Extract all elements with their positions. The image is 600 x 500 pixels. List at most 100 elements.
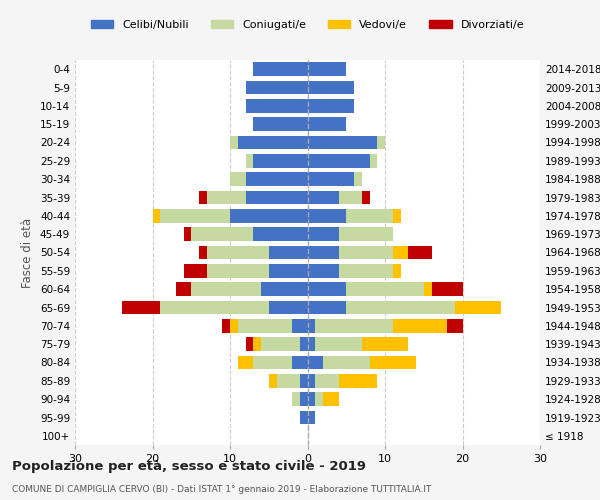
Bar [362,338,408,351]
Bar [292,392,300,406]
Bar [277,374,300,388]
Bar [455,300,501,314]
Bar [315,374,338,388]
Bar [269,300,308,314]
Bar [176,282,191,296]
Bar [300,410,308,424]
Bar [184,228,191,241]
Bar [377,136,385,149]
Bar [431,282,463,296]
Bar [393,319,447,332]
Bar [308,282,346,296]
Bar [354,172,362,186]
Bar [308,209,346,222]
Y-axis label: Fasce di età: Fasce di età [22,218,34,288]
Bar [121,300,160,314]
Bar [323,392,338,406]
Bar [261,338,300,351]
Bar [207,246,269,260]
Bar [238,136,308,149]
Bar [308,356,323,370]
Bar [308,392,315,406]
Bar [230,319,238,332]
Bar [199,246,207,260]
Bar [292,356,308,370]
Bar [370,356,416,370]
Bar [245,80,308,94]
Bar [308,246,338,260]
Bar [253,228,308,241]
Bar [393,246,408,260]
Bar [308,374,315,388]
Bar [308,410,315,424]
Bar [308,190,338,204]
Bar [338,264,393,278]
Bar [300,338,308,351]
Bar [300,392,308,406]
Bar [393,209,401,222]
Bar [230,136,238,149]
Bar [253,356,292,370]
Bar [393,264,401,278]
Bar [269,246,308,260]
Bar [323,356,370,370]
Bar [424,282,431,296]
Bar [292,319,308,332]
Bar [253,338,261,351]
Bar [308,264,338,278]
Text: COMUNE DI CAMPIGLIA CERVO (BI) - Dati ISTAT 1° gennaio 2019 - Elaborazione TUTTI: COMUNE DI CAMPIGLIA CERVO (BI) - Dati IS… [12,485,431,494]
Bar [308,136,377,149]
Bar [362,190,370,204]
Bar [160,300,269,314]
Bar [308,300,346,314]
Bar [184,264,207,278]
Bar [315,392,323,406]
Bar [222,319,230,332]
Bar [238,319,292,332]
Bar [261,282,308,296]
Bar [253,118,308,131]
Bar [191,228,253,241]
Bar [253,62,308,76]
Bar [346,209,393,222]
Bar [269,264,308,278]
Bar [370,154,377,168]
Bar [207,264,269,278]
Bar [191,282,261,296]
Bar [269,374,277,388]
Bar [308,118,346,131]
Bar [245,172,308,186]
Bar [308,319,315,332]
Bar [308,338,315,351]
Bar [308,228,338,241]
Bar [308,172,354,186]
Bar [315,338,362,351]
Bar [245,99,308,112]
Bar [308,80,354,94]
Bar [338,246,393,260]
Bar [230,172,245,186]
Bar [338,190,362,204]
Bar [245,190,308,204]
Bar [308,62,346,76]
Bar [338,228,393,241]
Bar [346,300,455,314]
Bar [253,154,308,168]
Bar [245,154,253,168]
Bar [338,374,377,388]
Bar [315,319,393,332]
Bar [238,356,253,370]
Bar [152,209,160,222]
Text: Popolazione per età, sesso e stato civile - 2019: Popolazione per età, sesso e stato civil… [12,460,366,473]
Bar [300,374,308,388]
Bar [230,209,308,222]
Bar [245,338,253,351]
Legend: Celibi/Nubili, Coniugati/e, Vedovi/e, Divorziati/e: Celibi/Nubili, Coniugati/e, Vedovi/e, Di… [86,16,529,34]
Bar [346,282,424,296]
Bar [408,246,431,260]
Bar [160,209,230,222]
Bar [308,99,354,112]
Bar [199,190,207,204]
Bar [447,319,463,332]
Bar [308,154,370,168]
